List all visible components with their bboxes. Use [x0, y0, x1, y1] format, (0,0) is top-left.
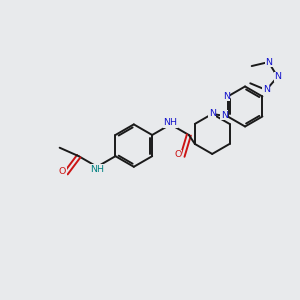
Text: N: N [263, 85, 270, 94]
Text: N: N [274, 72, 281, 81]
Text: NH: NH [90, 165, 104, 174]
Text: N: N [221, 110, 228, 119]
Text: N: N [209, 110, 216, 118]
Text: N: N [223, 92, 230, 101]
Text: NH: NH [164, 118, 178, 127]
Text: N: N [265, 58, 272, 67]
Text: O: O [59, 167, 66, 176]
Text: O: O [174, 150, 182, 159]
